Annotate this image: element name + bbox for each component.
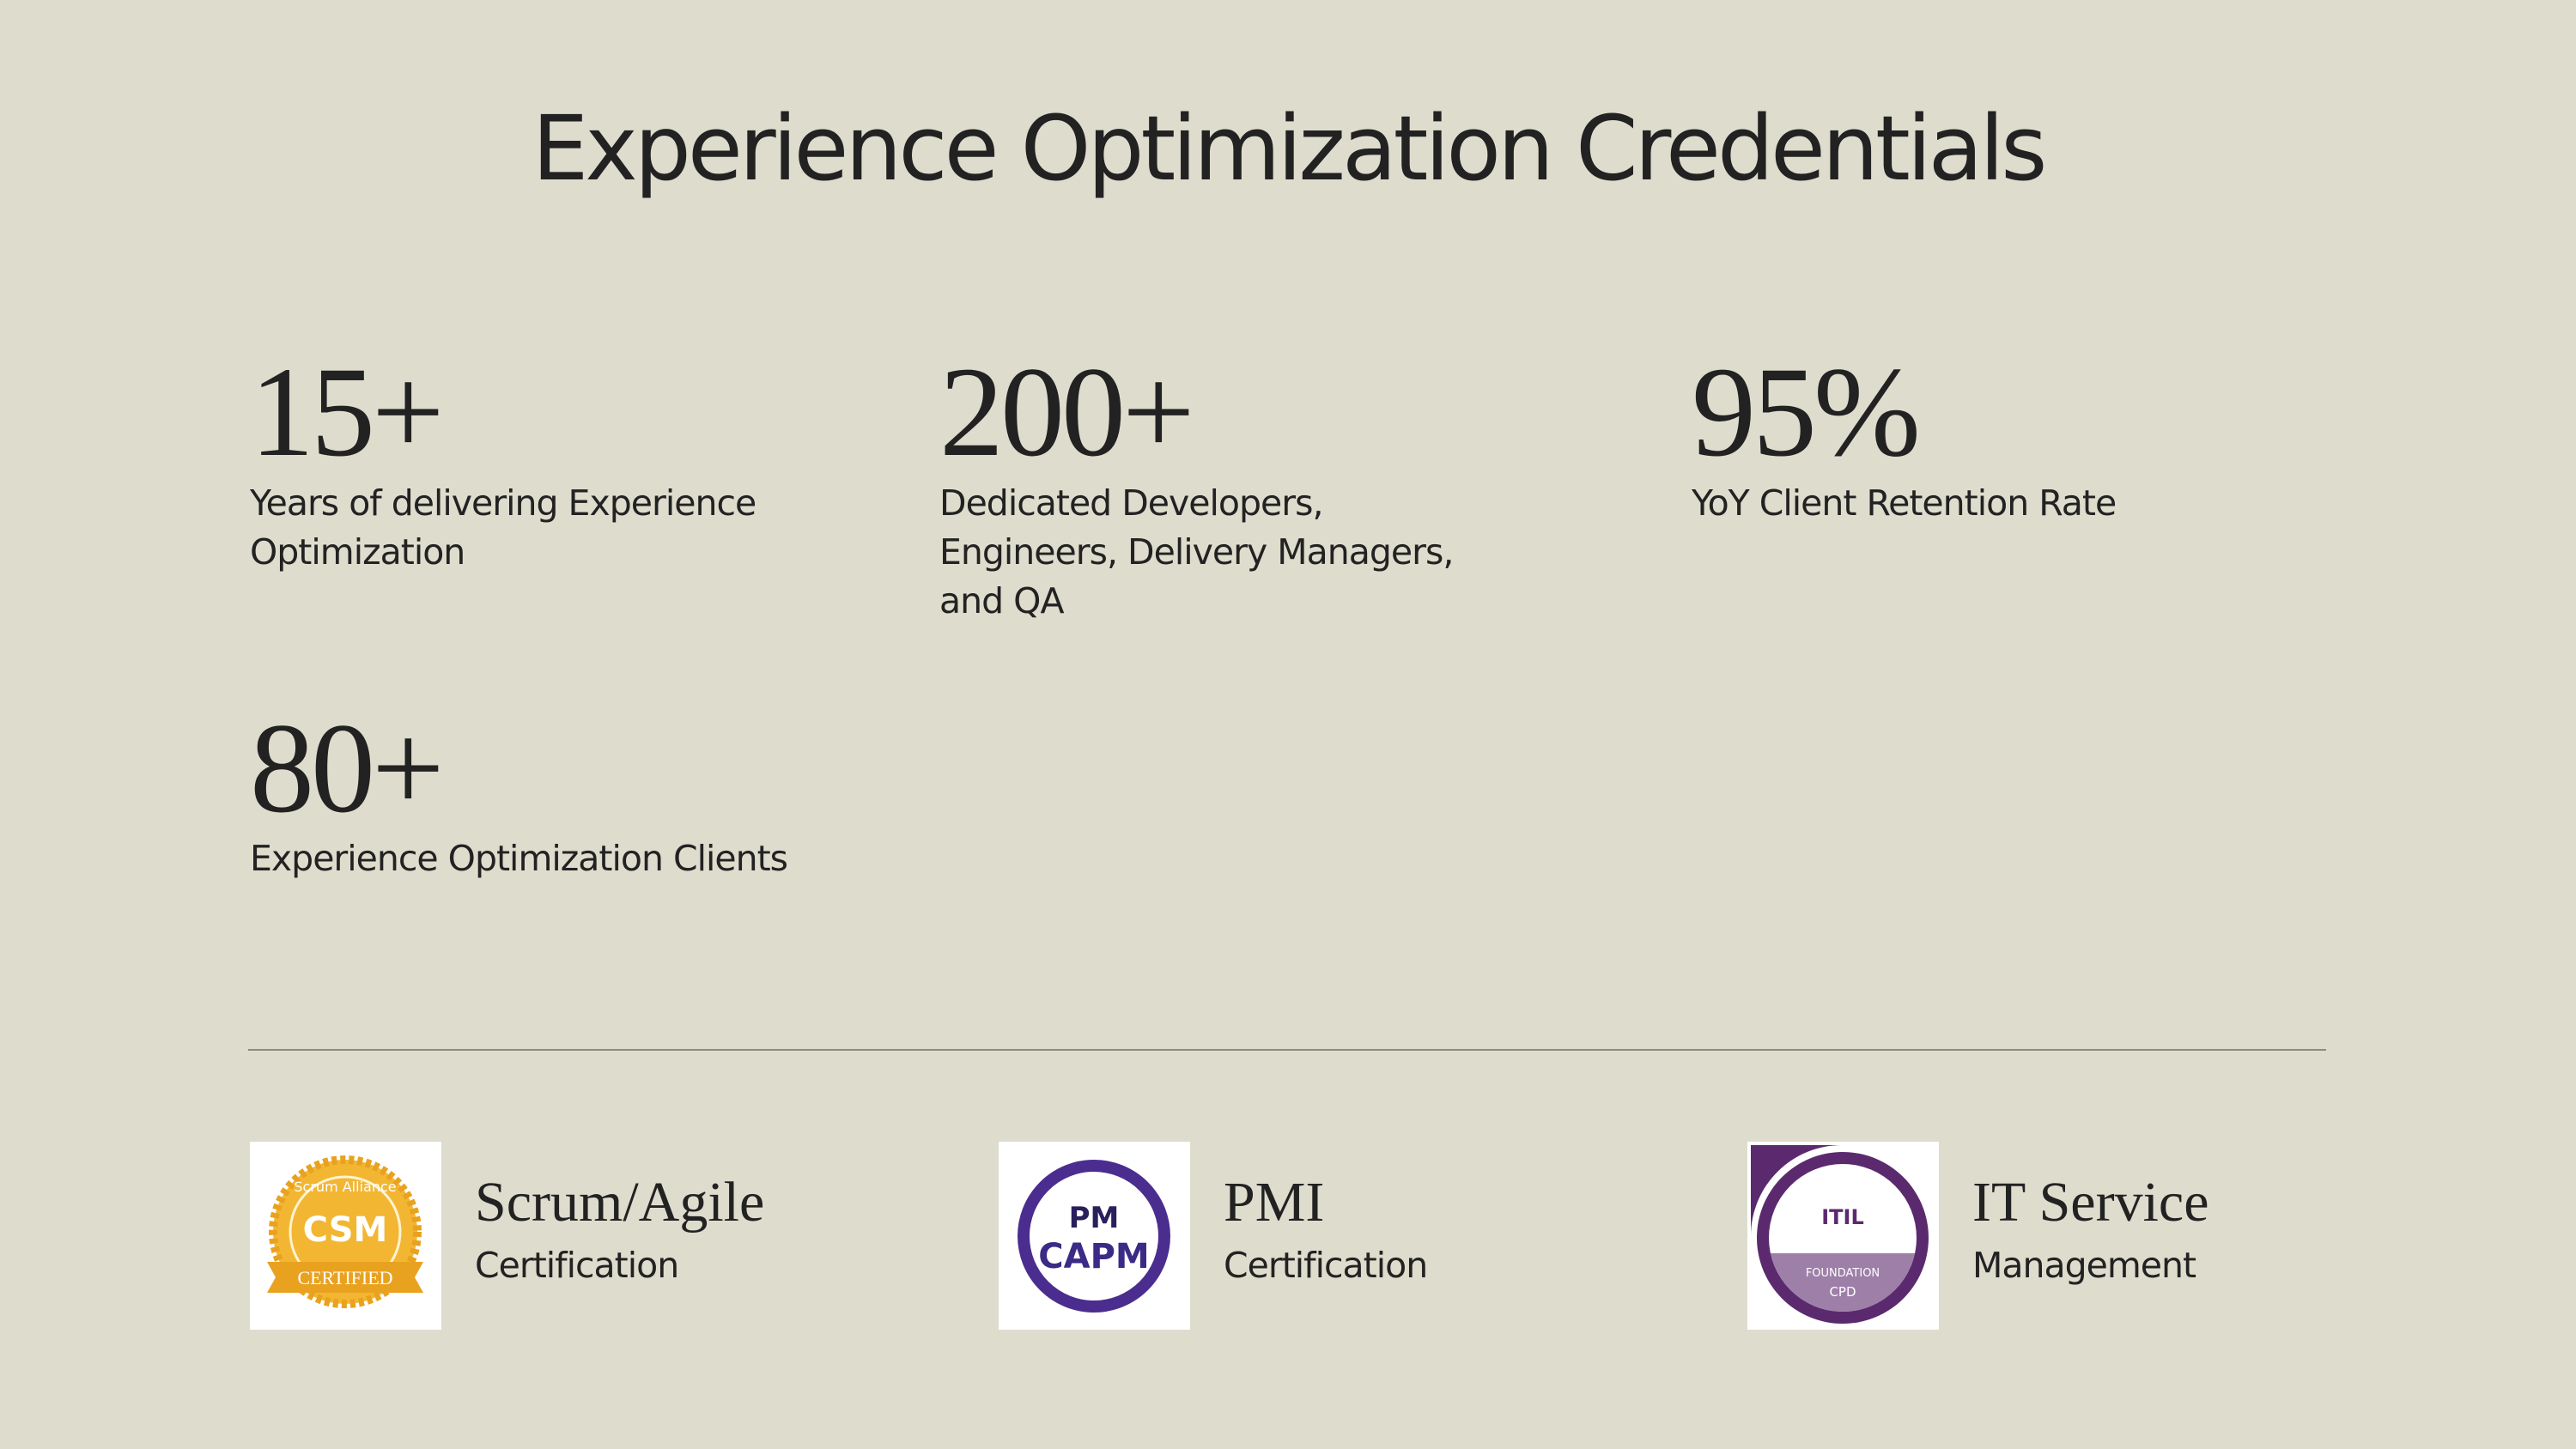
cert-title: Scrum/Agile xyxy=(475,1171,765,1234)
stat-label: Experience Optimization Clients xyxy=(250,838,788,879)
stat-value: 200+ xyxy=(939,341,1195,483)
divider xyxy=(248,1049,2326,1051)
cert-title: IT Service xyxy=(1972,1171,2209,1234)
badge-text: FOUNDATION xyxy=(1806,1267,1880,1280)
badge-text: CPD xyxy=(1829,1284,1856,1300)
stat-label: YoY Client Retention Rate xyxy=(1692,482,2117,524)
badge-text: CAPM xyxy=(1038,1237,1149,1276)
stat-label: Dedicated Developers, Engineers, Deliver… xyxy=(939,482,1454,621)
page-title: Experience Optimization Credentials xyxy=(532,96,2048,201)
badge-text: CSM xyxy=(303,1210,388,1250)
stat-value: 95% xyxy=(1692,341,1921,483)
badge-text: Scrum Alliance xyxy=(294,1179,396,1195)
cert-title: PMI xyxy=(1224,1171,1325,1234)
stat-value: 15+ xyxy=(250,341,445,483)
itil-badge: ITIL FOUNDATION CPD xyxy=(1747,1142,1939,1330)
cert-subtitle: Management xyxy=(1972,1245,2196,1286)
cert-subtitle: Certification xyxy=(475,1245,679,1286)
csm-badge: Scrum Alliance CSM CERTIFIED xyxy=(250,1142,441,1330)
stat-label: Years of delivering Experience Optimizat… xyxy=(250,482,756,573)
badge-text: CERTIFIED xyxy=(297,1267,392,1288)
badge-text: ITIL xyxy=(1821,1205,1864,1229)
cert-subtitle: Certification xyxy=(1224,1245,1428,1286)
stat-value: 80+ xyxy=(250,697,445,840)
badge-text: PM xyxy=(1069,1201,1120,1235)
capm-badge: PM CAPM xyxy=(999,1142,1190,1330)
